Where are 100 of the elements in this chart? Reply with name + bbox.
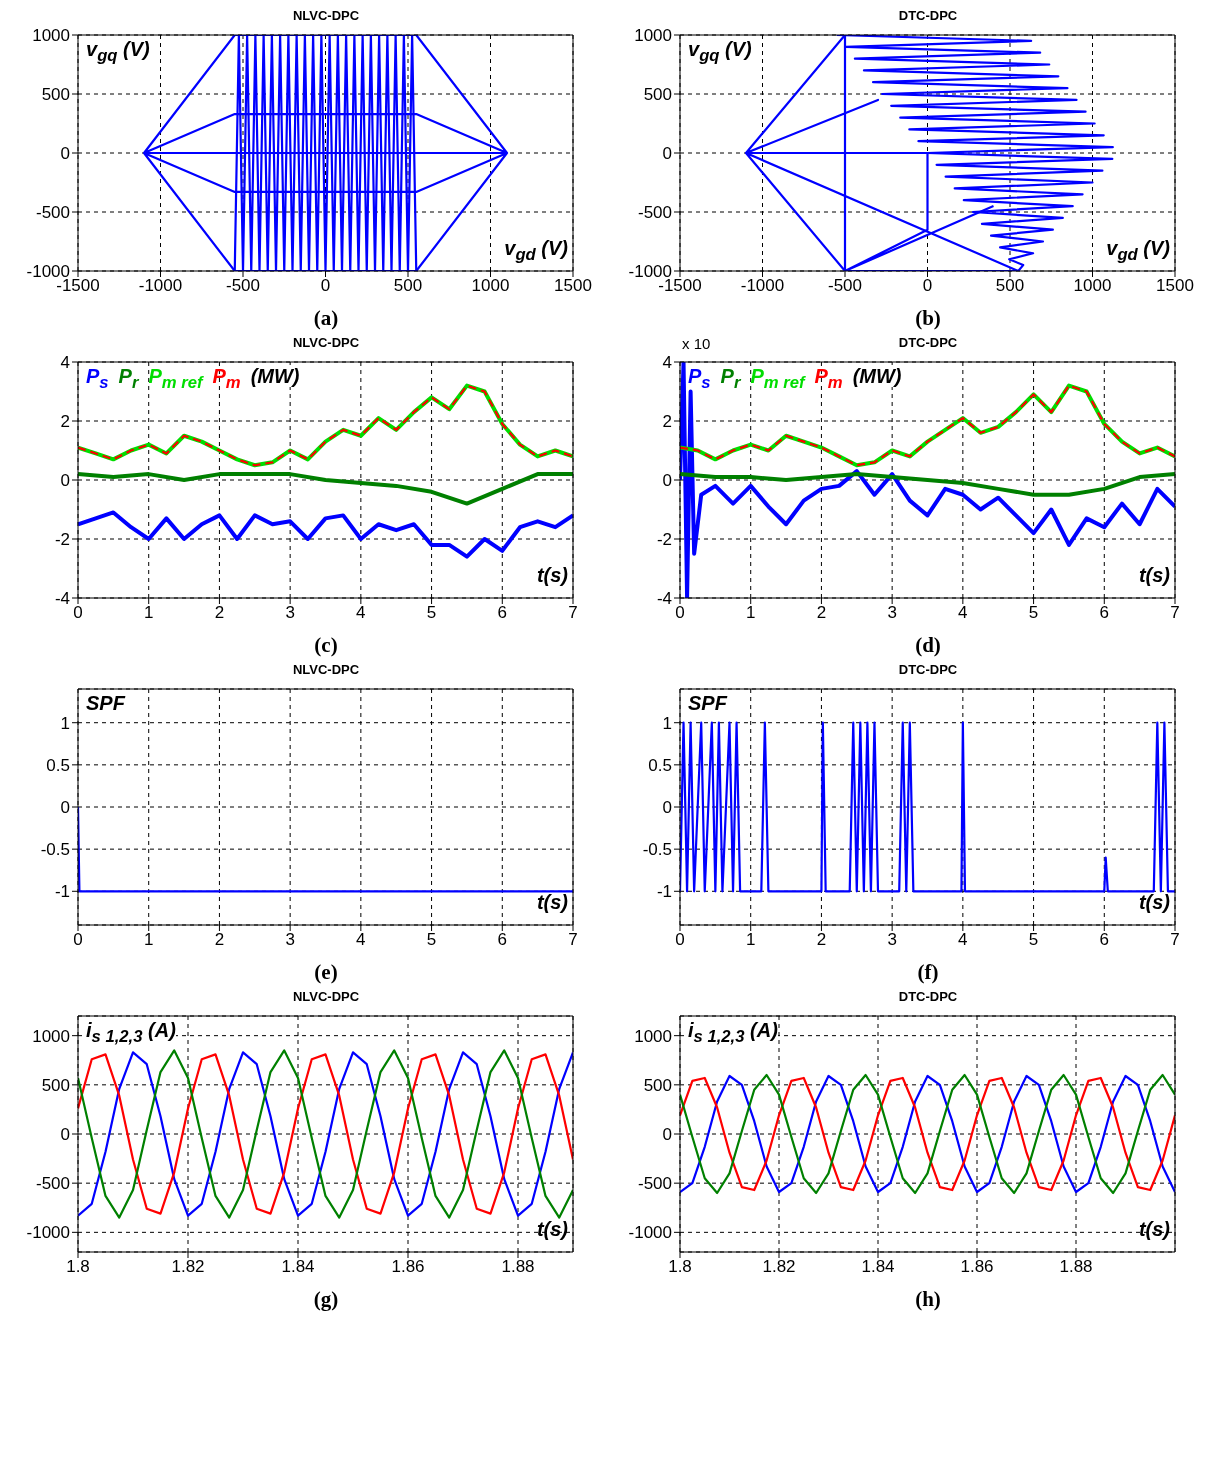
chart-title: NLVC-DPC [291, 8, 361, 24]
y-tick-label: 0 [60, 144, 70, 164]
x-tick-label: 500 [393, 276, 423, 296]
text: P$_{m ref}$ [750, 365, 805, 392]
x-tick-label: 1.88 [501, 1257, 535, 1277]
x-tick-label: 5 [426, 603, 437, 623]
y-axis-title: v$_{gq}$ (V) [86, 38, 150, 65]
x-tick-label: 3 [887, 930, 897, 950]
x-tick-label: -500 [827, 276, 863, 296]
y-tick-label: 0 [60, 471, 70, 491]
x-tick-label: 6 [1099, 930, 1110, 950]
x-tick-label: 1 [745, 930, 756, 950]
y-tick-label: 1000 [32, 1026, 70, 1046]
y-tick-label: -0.5 [642, 840, 672, 860]
x-tick-label: 4 [958, 930, 968, 950]
x-tick-label: 1 [143, 603, 154, 623]
y-tick-label: -500 [35, 203, 70, 223]
y-tick-label: 0.5 [648, 755, 672, 775]
chart-title: DTC-DPC [897, 662, 959, 678]
x-tick-label: -500 [225, 276, 261, 296]
x-tick-label: 6 [1099, 603, 1110, 623]
x-tick-label: 1 [745, 603, 756, 623]
y-tick-label: 500 [643, 85, 672, 105]
chart-title: DTC-DPC [897, 989, 959, 1005]
text: (b) [915, 306, 941, 330]
x-tick-label: 7 [568, 930, 578, 950]
x-tick-label: 1.8 [66, 1257, 90, 1277]
y-tick-label: -4 [656, 589, 672, 609]
y-tick-label: -2 [656, 530, 672, 550]
x-tick-label: 0 [922, 276, 933, 296]
text: (g) [313, 1287, 339, 1311]
y-tick-label: -500 [637, 203, 672, 223]
x-tick-label: 6 [497, 930, 508, 950]
y-tick-label: 1000 [634, 1026, 672, 1046]
chart-title: DTC-DPC [897, 8, 959, 24]
x-axis-title: t(s) [536, 1218, 568, 1240]
x-tick-label: 1 [143, 930, 154, 950]
text: P$_{s}$ [86, 365, 109, 392]
x-tick-label: 7 [1170, 603, 1180, 623]
x-tick-label: 2 [214, 930, 225, 950]
x-tick-label: 1.86 [960, 1257, 994, 1277]
x-tick-label: 5 [426, 930, 437, 950]
chart-title: DTC-DPC [898, 335, 958, 350]
x-tick-label: -1000 [740, 276, 785, 296]
chart-title: NLVC-DPC [291, 662, 361, 678]
text: (d) [915, 633, 941, 657]
x-tick-label: 3 [285, 930, 295, 950]
text: (f) [917, 960, 939, 984]
chart-title: NLVC-DPC [291, 335, 361, 351]
x-tick-label: 1500 [1156, 276, 1194, 296]
y-tick-label: 0.5 [46, 755, 70, 775]
x-tick-label: 1.84 [861, 1257, 895, 1277]
x-tick-label: 0 [73, 930, 83, 950]
y-tick-label: 1 [60, 713, 70, 733]
y-axis-title: (MW) [250, 365, 300, 387]
x-tick-label: 1.86 [391, 1257, 425, 1277]
x-tick-label: 3 [887, 603, 897, 623]
x-axis-title: v$_{gd}$ (V) [1106, 237, 1170, 264]
y-tick-label: 1 [662, 713, 672, 733]
x-tick-label: 2 [816, 603, 827, 623]
x-tick-label: 1500 [554, 276, 592, 296]
y-tick-label: 0 [662, 144, 672, 164]
x-tick-label: 2 [816, 930, 827, 950]
x-tick-label: 5 [1028, 930, 1039, 950]
x-tick-label: 1.84 [281, 1257, 315, 1277]
x-tick-label: 7 [1170, 930, 1180, 950]
x-tick-label: 4 [356, 930, 366, 950]
y-tick-label: -1000 [628, 1223, 672, 1243]
x-tick-label: 1.82 [762, 1257, 796, 1277]
text: P$_{m ref}$ [148, 365, 203, 392]
y-axis-title: i$_{s 1,2,3}$ (A) [688, 1019, 778, 1046]
y-tick-label: -1 [54, 882, 70, 902]
x-tick-label: 4 [958, 603, 968, 623]
y-tick-label: 0 [60, 798, 70, 818]
y-tick-label: -1000 [26, 1223, 70, 1243]
y-axis-title: (MW) [852, 365, 902, 387]
y-tick-label: 1000 [634, 26, 672, 46]
x-tick-label: 7 [568, 603, 578, 623]
y-tick-label: 500 [643, 1075, 672, 1095]
x-axis-title: t(s) [536, 891, 568, 913]
text: x 10 [682, 335, 711, 352]
text: (e) [314, 960, 338, 984]
y-axis-title: SPF [86, 692, 125, 714]
x-tick-label: 0 [320, 276, 331, 296]
x-axis-title: t(s) [536, 564, 568, 586]
text: (a) [313, 306, 339, 330]
x-tick-label: 1000 [471, 276, 510, 296]
x-tick-label: 1.8 [668, 1257, 692, 1277]
x-axis-title: t(s) [1138, 1218, 1170, 1240]
y-tick-label: 0 [60, 1125, 70, 1145]
x-tick-label: 4 [356, 603, 366, 623]
y-tick-label: 1000 [32, 26, 70, 46]
x-tick-label: 500 [995, 276, 1025, 296]
chart-title: NLVC-DPC [291, 989, 361, 1005]
y-tick-label: 4 [662, 353, 672, 373]
y-tick-label: -0.5 [40, 840, 70, 860]
text: P$_{m}$ [212, 365, 241, 392]
y-tick-label: 2 [60, 412, 70, 432]
x-axis-title: t(s) [1138, 564, 1170, 586]
x-tick-label: 2 [214, 603, 225, 623]
